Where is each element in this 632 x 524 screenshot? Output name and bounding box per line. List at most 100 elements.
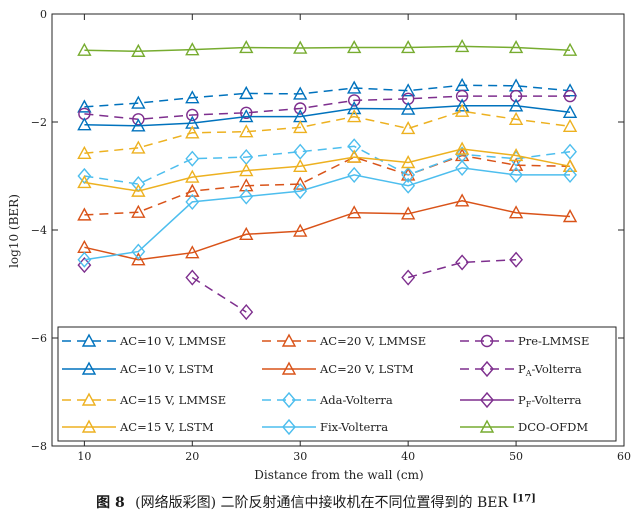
data-point xyxy=(240,106,253,120)
legend-item: Fix-Volterra xyxy=(262,418,388,436)
series-line xyxy=(84,110,571,155)
data-point xyxy=(239,163,254,177)
legend-item: AC=20 V, LMMSE xyxy=(262,333,426,348)
data-point xyxy=(401,166,416,183)
data-point xyxy=(185,169,200,183)
data-point xyxy=(347,205,362,219)
legend-label-text: AC=20 V, LMMSE xyxy=(319,334,426,348)
y-tick-label: −2 xyxy=(31,116,47,129)
data-point xyxy=(562,104,578,118)
series-11 xyxy=(77,38,578,57)
data-point xyxy=(454,141,470,155)
legend-item: Ada-Volterra xyxy=(262,391,393,409)
legend-label-text: AC=15 V, LMMSE xyxy=(119,393,226,407)
x-tick-label: 20 xyxy=(185,450,199,463)
data-point xyxy=(132,113,145,126)
legend-swatch-marker xyxy=(281,361,297,375)
legend-box xyxy=(57,326,617,442)
data-point xyxy=(563,143,577,160)
data-point xyxy=(454,103,470,117)
data-point xyxy=(293,143,308,160)
legend-label-suffix: -Volterra xyxy=(531,393,581,407)
data-point xyxy=(400,101,416,115)
legend-item: AC=10 V, LSTM xyxy=(62,361,214,376)
data-point xyxy=(509,251,523,268)
legend-label: AC=20 V, LMMSE xyxy=(319,334,426,348)
y-tick-label: −4 xyxy=(31,224,47,237)
data-point xyxy=(77,251,92,268)
data-point xyxy=(455,254,470,271)
data-point xyxy=(131,183,146,197)
legend-swatch-marker xyxy=(480,360,494,378)
legend-label: AC=10 V, LSTM xyxy=(119,362,214,376)
data-point xyxy=(401,269,416,286)
data-point xyxy=(508,157,524,171)
legend-label-text: AC=15 V, LSTM xyxy=(119,420,214,434)
x-tick-label: 10 xyxy=(77,450,91,463)
legend-label-text: P xyxy=(518,393,526,407)
series-line xyxy=(84,145,571,185)
data-point xyxy=(239,304,254,321)
legend-item: AC=15 V, LSTM xyxy=(62,419,214,434)
caption-text: (网络版彩图) 二阶反射通信中接收机在不同位置得到的 BER xyxy=(135,495,509,511)
legend-swatch-marker xyxy=(81,361,97,375)
legend-item: PF-Volterra xyxy=(460,391,582,409)
figure-number: 图 8 xyxy=(96,495,125,511)
data-point xyxy=(185,183,200,197)
data-point xyxy=(239,109,254,123)
data-point xyxy=(455,159,470,176)
legend-swatch-marker xyxy=(281,333,297,347)
legend-item: AC=20 V, LSTM xyxy=(262,361,414,376)
data-point xyxy=(294,102,307,115)
legend-label: AC=10 V, LMMSE xyxy=(119,334,226,348)
data-point xyxy=(508,111,524,126)
legend-label: DCO-OFDM xyxy=(518,420,588,434)
data-point xyxy=(347,40,362,54)
legend-label-text: Fix-Volterra xyxy=(320,420,388,434)
data-point xyxy=(131,43,146,57)
series-line xyxy=(84,148,571,192)
legend-label-text: Pre-LMMSE xyxy=(518,334,589,348)
legend-label-text: DCO-OFDM xyxy=(518,420,588,434)
data-point xyxy=(347,138,362,155)
series-line xyxy=(84,95,570,121)
data-point xyxy=(77,145,92,160)
y-tick-label: −8 xyxy=(31,440,47,453)
data-point xyxy=(185,193,200,210)
data-point xyxy=(401,177,416,194)
x-tick-label: 40 xyxy=(401,450,415,463)
data-point xyxy=(347,94,361,107)
legend-item: DCO-OFDM xyxy=(460,419,588,434)
data-point xyxy=(239,188,254,205)
legend-label: PA-Volterra xyxy=(518,362,582,378)
legend-label: AC=15 V, LMMSE xyxy=(119,393,226,407)
x-tick-label: 30 xyxy=(293,450,307,463)
series-5 xyxy=(77,251,523,321)
legend-item: Pre-LMMSE xyxy=(460,334,589,348)
data-point xyxy=(347,166,362,183)
data-point xyxy=(239,124,254,138)
data-point xyxy=(400,167,416,181)
data-point xyxy=(77,207,92,221)
legend-swatch-marker xyxy=(81,419,97,433)
series-line xyxy=(84,45,571,53)
data-point xyxy=(293,86,308,100)
legend-swatch-marker xyxy=(480,334,494,348)
legend-swatch-marker xyxy=(480,391,494,409)
data-point xyxy=(563,89,577,103)
legend-label-suffix: -Volterra xyxy=(532,362,582,376)
data-point xyxy=(508,40,524,54)
data-point xyxy=(185,42,200,56)
legend-label-text: Ada-Volterra xyxy=(319,393,393,407)
data-point xyxy=(131,204,146,218)
data-point xyxy=(293,183,308,200)
data-point xyxy=(562,118,578,133)
data-point xyxy=(185,90,200,104)
data-point xyxy=(185,269,200,286)
y-axis-label: log10 (BER) xyxy=(7,194,21,268)
legend-label-text: AC=10 V, LMMSE xyxy=(119,334,226,348)
legend-swatch-marker xyxy=(282,418,296,436)
data-point xyxy=(77,175,92,189)
data-point xyxy=(347,80,362,94)
legend-label-sub: A xyxy=(525,369,532,378)
